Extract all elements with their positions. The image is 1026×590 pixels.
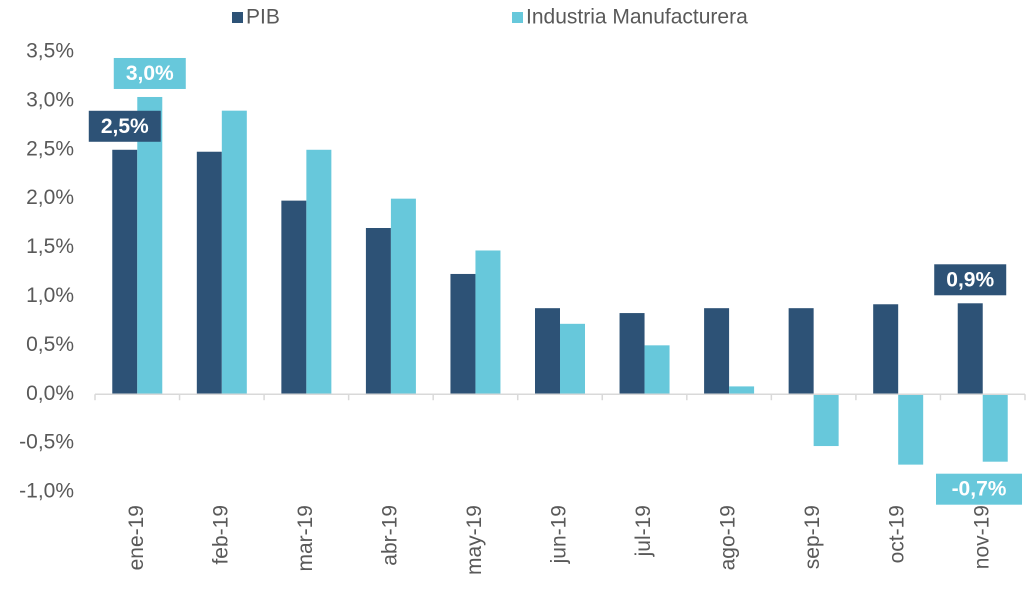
x-tick-label: jun-19	[548, 505, 571, 564]
bar	[982, 394, 1008, 462]
x-tick-label: abr-19	[378, 505, 401, 566]
y-tick-label: 1,5%	[26, 235, 74, 258]
bar	[644, 345, 670, 395]
x-tick-label: mar-19	[294, 505, 317, 572]
y-tick-label: 3,0%	[26, 88, 74, 111]
data-label-box	[88, 110, 161, 142]
bar	[137, 96, 163, 395]
data-label: -0,7%	[952, 478, 1007, 501]
x-tick-label: feb-19	[209, 505, 232, 565]
y-tick-label: 0,5%	[26, 333, 74, 356]
bar	[535, 308, 560, 395]
bar	[475, 250, 501, 395]
legend-label: Industria Manufacturera	[526, 6, 748, 29]
legend-label: PIB	[246, 6, 280, 29]
bar	[873, 304, 899, 395]
data-label: 0,9%	[946, 268, 994, 291]
bar	[788, 308, 814, 395]
x-tick-label: may-19	[463, 505, 486, 575]
bar	[957, 303, 983, 395]
legend-swatch	[232, 12, 243, 23]
y-tick-label: 3,5%	[26, 40, 74, 63]
bar	[619, 313, 645, 395]
bar	[112, 149, 138, 395]
bar	[390, 198, 416, 395]
x-tick-label: nov-19	[970, 505, 993, 569]
data-label-box	[113, 57, 186, 89]
bar	[704, 308, 730, 395]
x-tick-label: ago-19	[717, 505, 740, 570]
data-label-box	[936, 473, 1022, 505]
y-tick-label: -1,0%	[19, 480, 74, 503]
y-tick-label: 1,0%	[26, 284, 74, 307]
bar	[898, 394, 924, 465]
x-tick-label: ene-19	[125, 505, 148, 570]
bar	[813, 394, 839, 447]
y-tick-label: 2,5%	[26, 137, 74, 160]
y-tick-label: -0,5%	[19, 431, 74, 454]
x-tick-label: sep-19	[801, 505, 824, 569]
bar	[560, 323, 585, 395]
x-tick-label: oct-19	[886, 505, 909, 563]
bar	[221, 110, 247, 395]
bar	[450, 273, 476, 395]
data-label: 2,5%	[101, 115, 149, 138]
bar	[729, 386, 755, 395]
x-tick-label: jul-19	[632, 505, 655, 557]
legend-swatch	[512, 12, 523, 23]
data-label: 3,0%	[126, 62, 174, 85]
bar	[306, 149, 332, 395]
y-tick-label: 0,0%	[26, 382, 74, 405]
bar	[365, 228, 391, 395]
data-label-box	[934, 264, 1007, 296]
bar	[281, 200, 307, 395]
bar	[196, 151, 222, 395]
y-tick-label: 2,0%	[26, 186, 74, 209]
